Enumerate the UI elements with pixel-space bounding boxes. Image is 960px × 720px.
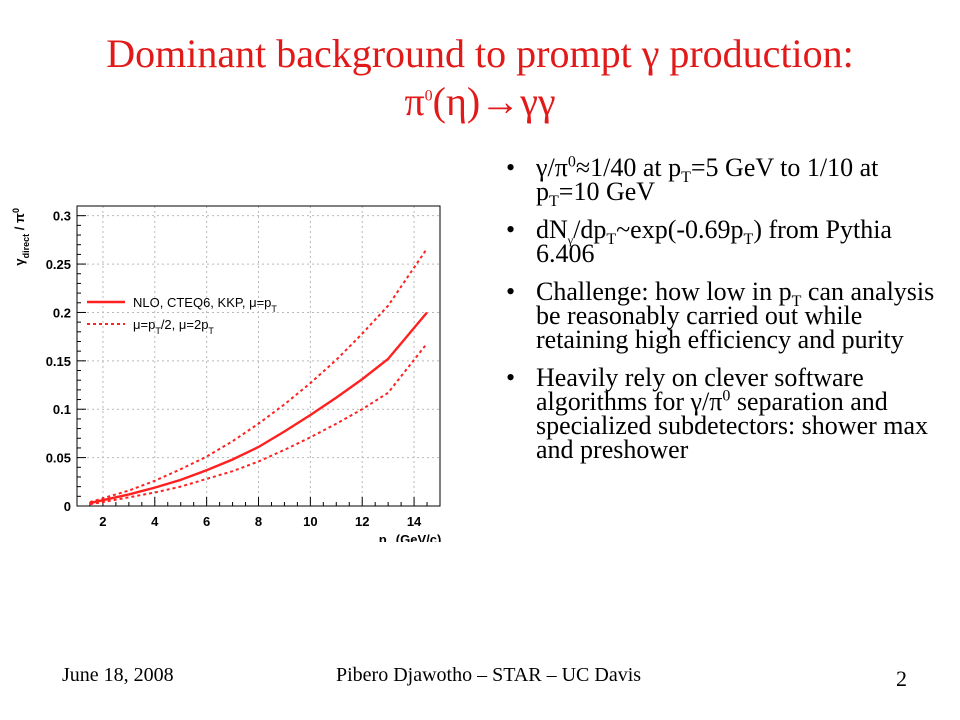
bullet-dot: • [506, 363, 516, 392]
x-tick-label: 10 [303, 514, 317, 529]
slide-title: Dominant background to prompt γ producti… [0, 30, 960, 126]
bullet-list: • γ/π0≈1/40 at pT=5 GeV to 1/10 at pT=10 … [506, 153, 946, 476]
footer-date: June 18, 2008 [62, 664, 174, 686]
x-tick-label: 14 [407, 514, 422, 529]
x-tick-label: 6 [203, 514, 210, 529]
y-tick-label: 0.15 [46, 354, 71, 369]
bullet-text: Heavily rely on clever software algorith… [536, 363, 929, 464]
chart-panel: 2 4 6 8 10 12 14 0 0.05 0.1 0.15 0.2 0.25 0.3 pT (GeV/… [0, 172, 487, 551]
bullet-dot: • [506, 153, 516, 182]
bullet-text: γ/π0≈1/40 at pT=5 GeV to 1/10 at pT=10 G… [536, 153, 879, 211]
x-tick-label: 2 [99, 514, 106, 529]
bullet-dot: • [506, 215, 516, 244]
x-axis-label: pT (GeV/c) [379, 532, 442, 542]
y-tick-label: 0.1 [53, 402, 71, 417]
bullet-dot: • [506, 277, 516, 306]
y-tick-label: 0.25 [46, 257, 71, 272]
title-line-1: Dominant background to prompt γ producti… [106, 31, 854, 76]
bullet-item: • Heavily rely on clever software algorit… [506, 363, 946, 464]
bullet-text: dNγ/dpT~exp(-0.69pT) from Pythia 6.406 [536, 215, 892, 268]
y-axis-label: γdirect / π0 [11, 208, 31, 266]
x-tick-label: 8 [255, 514, 262, 529]
y-tick-label: 0.2 [53, 305, 71, 320]
x-tick-label: 4 [151, 514, 159, 529]
bullet-item: • γ/π0≈1/40 at pT=5 GeV to 1/10 at pT=10 … [506, 153, 946, 211]
x-tick-label: 12 [355, 514, 369, 529]
bullet-item: • Challenge: how low in pT can analysis b… [506, 277, 946, 354]
title-line-2: π0(η)→γγ [404, 79, 556, 124]
series-line-scale-band [89, 342, 428, 506]
gamma-pi0-ratio-chart: 2 4 6 8 10 12 14 0 0.05 0.1 0.15 0.2 0.25 0.3 pT (GeV/… [11, 205, 442, 551]
footer-author: Pibero Djawotho – STAR – UC Davis [336, 664, 642, 686]
page-number: 2 [896, 666, 907, 691]
series-line-central [89, 311, 428, 505]
bullet-text: Challenge: how low in pT can analysis be… [536, 277, 935, 354]
bullet-item: • dNγ/dpT~exp(-0.69pT) from Pythia 6.406 [506, 215, 946, 268]
y-tick-label: 0.3 [53, 209, 71, 224]
legend-label: μ=pT/2, μ=2pT [133, 317, 214, 336]
legend-label: NLO, CTEQ6, KKP, μ=pT [133, 295, 277, 314]
y-tick-label: 0.05 [46, 451, 71, 466]
series-line-scale-band [89, 248, 428, 504]
y-tick-label: 0 [64, 499, 71, 514]
